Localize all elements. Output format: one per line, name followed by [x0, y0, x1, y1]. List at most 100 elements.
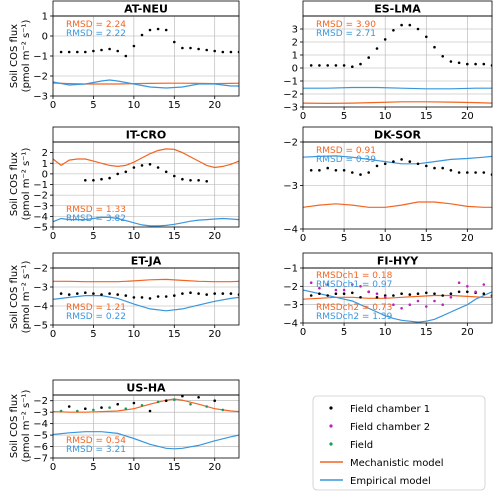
y-axis-label: Soil COS flux(pmol m⁻² s⁻¹): [9, 20, 32, 93]
y-tick-label: −6: [33, 442, 48, 453]
x-tick-label: 5: [90, 329, 96, 340]
x-tick-label: 0: [300, 233, 306, 244]
y-tick-label: 0: [292, 64, 298, 75]
x-tick-label: 0: [300, 327, 306, 338]
field-chamber-1-point: [342, 169, 346, 172]
y-axis-label-line2: (pmol m⁻² s⁻¹): [21, 390, 32, 463]
field-chamber-1-point: [84, 50, 87, 54]
field-chamber-2-point: [400, 307, 403, 310]
field-chamber-1-point: [67, 50, 71, 54]
field-chamber-1-point: [309, 169, 313, 172]
field-chamber-1-point: [76, 292, 79, 295]
plot-area: [53, 395, 239, 450]
y-tick-label: −3: [33, 201, 48, 212]
x-tick-label: 10: [128, 100, 141, 111]
field-chamber-1-point: [173, 174, 176, 178]
field-chamber-1-point: [433, 292, 436, 296]
field-point: [140, 404, 144, 407]
y-tick-label: −4: [33, 302, 48, 313]
empirical-model-line: [53, 216, 239, 227]
field-chamber-1-point: [181, 292, 184, 295]
field-chamber-1-point: [383, 38, 387, 41]
y-axis-label-line1: Soil COS flux: [9, 265, 20, 329]
field-chamber-1-point: [189, 46, 192, 50]
y-tick-label: −1: [33, 52, 48, 63]
rmsd-label: RMSD = 3.82: [66, 214, 126, 224]
empirical-model-line: [53, 431, 239, 450]
x-tick-label: 0: [50, 462, 56, 473]
field-chamber-1-point: [474, 171, 477, 174]
field-chamber-1-point: [375, 47, 379, 50]
field-chamber-1-point: [375, 296, 379, 299]
x-tick-label: 15: [168, 329, 181, 340]
field-chamber-1-point: [116, 293, 119, 296]
x-tick-label: 20: [208, 231, 221, 242]
y-axis-label-line1: Soil COS flux: [9, 152, 20, 216]
rmsd-label: RMSD = 3.90: [316, 20, 376, 30]
field-chamber-1-point: [383, 162, 387, 166]
rmsd-label: RMSDch1 = 0.97: [316, 280, 392, 290]
rmsd-label: RMSD = 2.22: [66, 29, 126, 39]
field-chamber-1-point: [392, 29, 395, 32]
field-chamber-1-point: [466, 62, 469, 66]
y-tick-label: −1: [33, 180, 48, 191]
field-chamber-1-point: [124, 294, 128, 297]
field-chamber-1-point: [92, 292, 95, 295]
y-tick-label: −3: [33, 283, 48, 294]
field-chamber-1-point: [84, 407, 87, 411]
field-chamber-1-point: [342, 64, 346, 67]
field-chamber-1-point: [441, 55, 445, 58]
y-tick-label: −1: [283, 264, 298, 275]
y-tick-label: −5: [33, 431, 48, 442]
panel-title: AT-NEU: [124, 3, 168, 16]
field-point: [205, 405, 208, 408]
legend-label: Field: [350, 440, 373, 451]
y-tick-label: −4: [33, 419, 48, 430]
legend: Field chamber 1 Field chamber 2 Field Mecha…: [312, 395, 486, 491]
field-chamber-1-point: [59, 50, 63, 54]
x-tick-label: 5: [341, 233, 347, 244]
field-chamber-1-point: [457, 171, 461, 174]
x-tick-label: 5: [90, 231, 96, 242]
mechanistic-model-line: [303, 201, 492, 208]
field-chamber-1-point: [351, 291, 354, 295]
field-chamber-2-point: [309, 281, 313, 285]
field-chamber-1-point: [181, 46, 184, 50]
rmsd-label: RMSD = 2.24: [66, 20, 126, 30]
panel-title: FI-HYY: [377, 255, 419, 268]
y-axis-label-line2: (pmol m⁻² s⁻¹): [21, 20, 32, 93]
x-tick-label: 10: [379, 233, 392, 244]
field-chamber-1-point: [205, 180, 208, 183]
field-chamber-1-point: [197, 179, 200, 182]
field-chamber-1-point: [416, 162, 420, 166]
field-chamber-1-point: [213, 399, 216, 403]
field-chamber-1-point: [173, 40, 176, 44]
field-chamber-1-point: [408, 160, 412, 163]
field-chamber-1-point: [197, 47, 200, 51]
plot-area: [303, 23, 492, 105]
y-tick-label: −4: [283, 319, 298, 330]
field-chamber-1-point: [197, 396, 200, 399]
field-point: [124, 407, 128, 411]
x-tick-label: 15: [168, 462, 181, 473]
empirical-model-line: [303, 155, 492, 165]
x-tick-label: 15: [420, 327, 433, 338]
field-point: [221, 408, 225, 412]
field-chamber-1-point: [132, 166, 136, 169]
field-point: [59, 409, 63, 413]
field-chamber-1-point: [457, 290, 461, 294]
field-chamber-1-point: [466, 171, 469, 174]
field-chamber-2-point: [482, 283, 486, 286]
y-tick-label: −1: [283, 77, 298, 88]
field-chamber-1-point: [351, 65, 354, 68]
field-chamber-1-point: [108, 176, 111, 180]
field-chamber-1-point: [326, 64, 330, 67]
y-tick-label: 3: [292, 25, 298, 36]
y-tick-label: −2: [33, 191, 48, 202]
field-chamber-1-point: [148, 297, 152, 300]
field-point: [108, 406, 111, 409]
legend-marker: [329, 406, 333, 410]
field-chamber-1-point: [164, 170, 168, 174]
x-tick-label: 0: [50, 231, 56, 242]
